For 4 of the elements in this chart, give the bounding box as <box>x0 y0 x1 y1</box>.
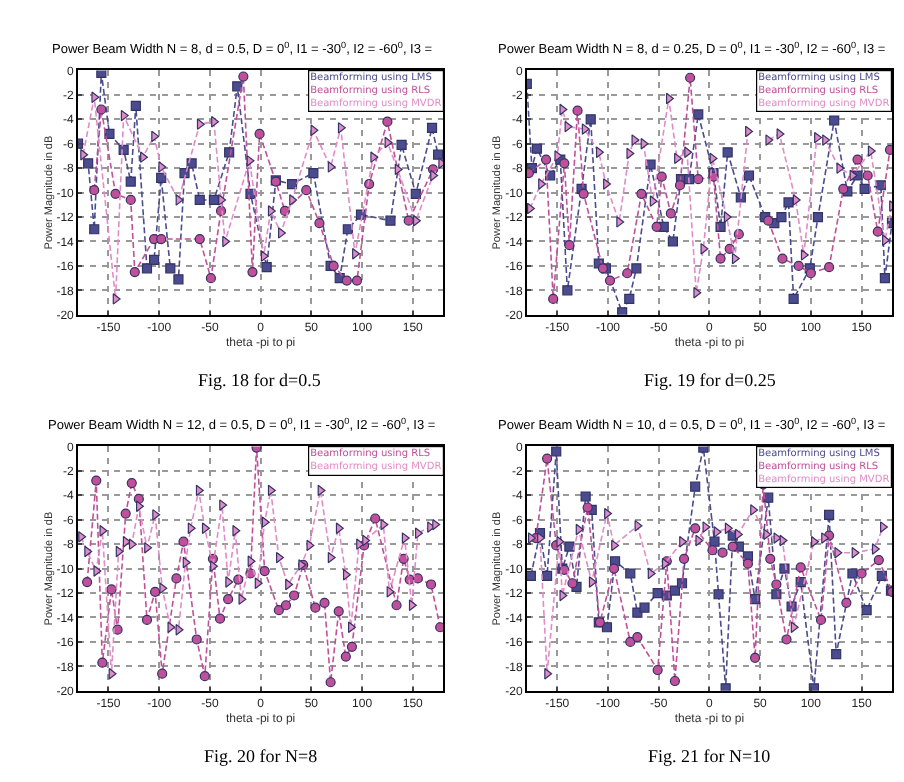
caption: Fig. 18 for d=0.5 <box>198 370 322 390</box>
caption: Fig. 19 for d=0.25 <box>644 370 777 390</box>
caption: Fig. 20 for N=8 <box>204 746 319 766</box>
caption: Fig. 21 for N=10 <box>648 746 772 766</box>
